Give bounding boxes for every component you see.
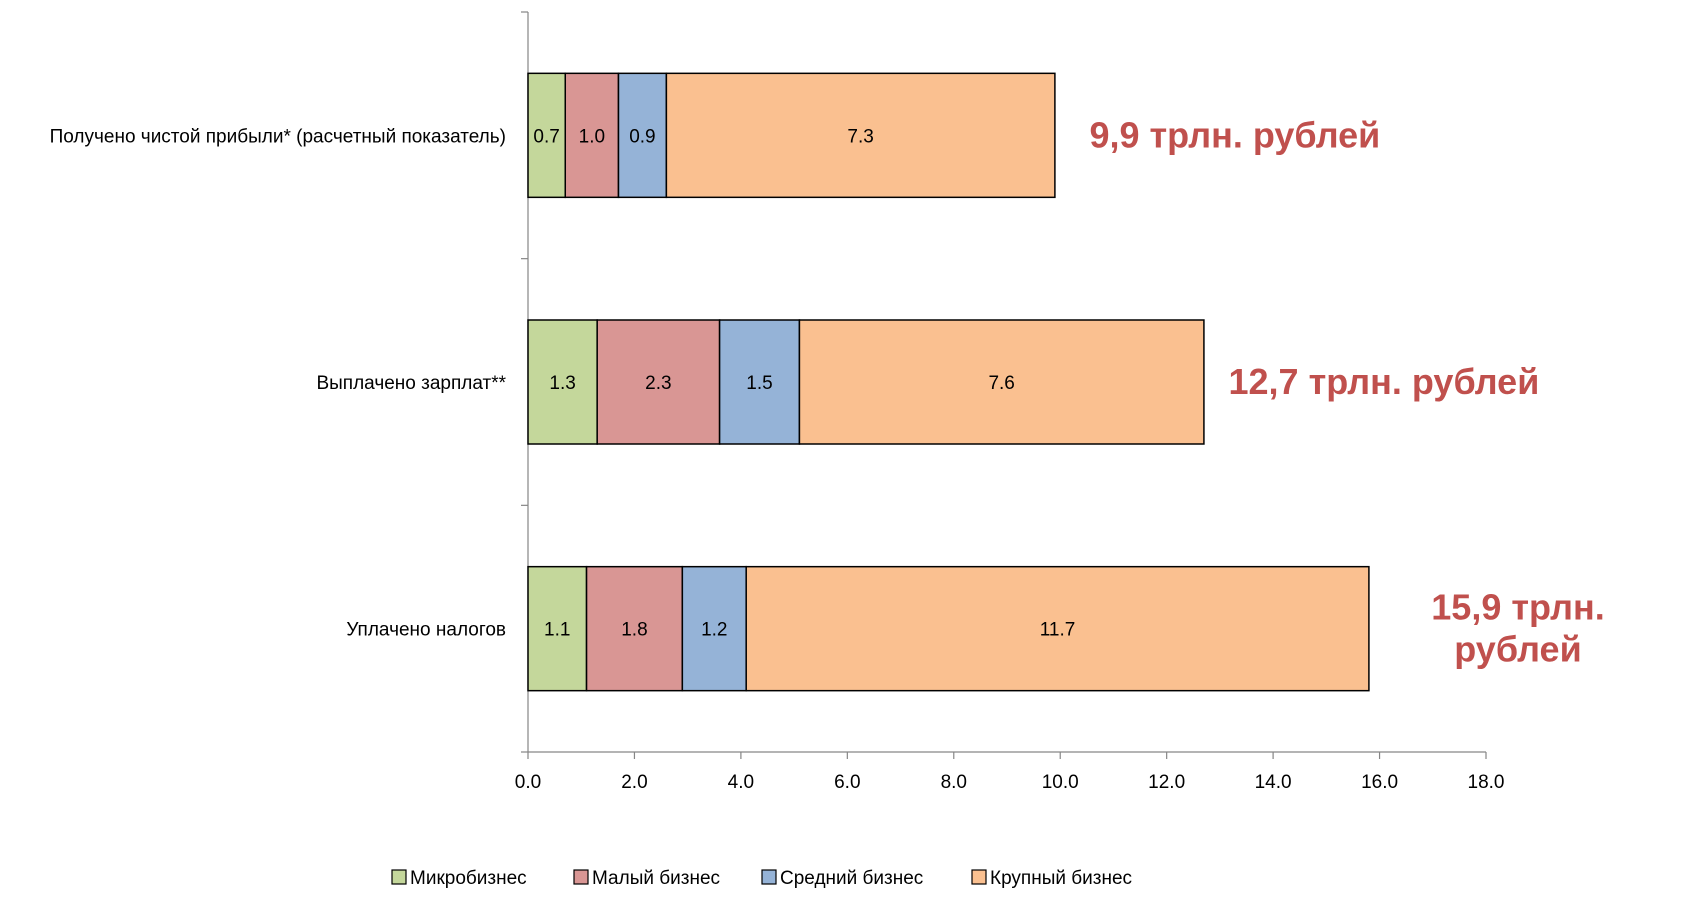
bar-segment xyxy=(681,565,747,692)
data-label: 7.6 xyxy=(988,373,1014,394)
x-tick-label: 2.0 xyxy=(621,772,647,793)
bar-segment xyxy=(745,565,1370,692)
total-label-line: 12,7 трлн. рублей xyxy=(1229,361,1540,402)
bar-segment xyxy=(564,72,620,199)
data-label: 11.7 xyxy=(1040,620,1076,641)
bar-segment xyxy=(527,565,588,692)
legend: Микробизнес Малый бизнес Средний бизнес Кру… xyxy=(391,868,1132,889)
legend-swatch xyxy=(761,869,777,885)
data-label: 2.3 xyxy=(645,373,671,394)
data-label: 0.9 xyxy=(629,126,655,147)
x-tick-label: 16.0 xyxy=(1361,772,1398,793)
bar-segment xyxy=(665,72,1056,199)
category-label: Уплачено налогов xyxy=(346,620,506,641)
total-label-line: 9,9 трлн. рублей xyxy=(1089,114,1380,155)
data-label: 1.8 xyxy=(621,620,647,641)
bars: 0.7 1.0 0.9 7.3 1.3 2.3 1.5 7.6 1.1 1.8 1.2 11.7 xyxy=(527,72,1370,692)
x-tick-labels: 0.0 2.0 4.0 6.0 8.0 10.0 12.0 14.0 16.0 18.0 xyxy=(515,772,1505,793)
bar-segment xyxy=(798,319,1205,445)
total-label: 15,9 трлн. рублей xyxy=(1431,587,1604,670)
bar-segment xyxy=(527,72,567,199)
legend-swatch xyxy=(391,869,407,885)
data-label: 1.2 xyxy=(701,620,727,641)
x-tick-label: 12.0 xyxy=(1148,772,1185,793)
category-label: Выплачено зарплат** xyxy=(316,373,506,394)
x-tick-label: 18.0 xyxy=(1468,772,1505,793)
category-labels: Получено чистой прибыли* (расчетный пока… xyxy=(50,126,507,640)
category-label: Получено чистой прибыли* (расчетный пока… xyxy=(50,126,506,147)
bar-segment xyxy=(527,319,598,445)
bar-segment xyxy=(718,319,801,445)
data-label: 0.7 xyxy=(533,126,559,147)
total-label-line: 15,9 трлн. xyxy=(1431,587,1604,628)
legend-swatch xyxy=(971,869,987,885)
total-labels: 9,9 трлн. рублей 12,7 трлн. рублей 15,9 тр… xyxy=(1089,114,1604,669)
x-tick-label: 4.0 xyxy=(728,772,754,793)
x-tick-label: 14.0 xyxy=(1255,772,1292,793)
x-tick-label: 10.0 xyxy=(1042,772,1079,793)
legend-label: Малый бизнес xyxy=(592,868,720,889)
data-label: 1.5 xyxy=(746,373,772,394)
x-tick-label: 8.0 xyxy=(941,772,967,793)
x-tick-label: 6.0 xyxy=(834,772,860,793)
total-label: 12,7 трлн. рублей xyxy=(1229,361,1540,402)
x-tick-label: 0.0 xyxy=(515,772,541,793)
data-label: 1.1 xyxy=(544,620,570,641)
total-label: 9,9 трлн. рублей xyxy=(1089,114,1380,155)
data-label: 1.0 xyxy=(579,126,605,147)
data-label: 1.3 xyxy=(549,373,575,394)
legend-label: Микробизнес xyxy=(410,868,527,889)
total-label-line: рублей xyxy=(1454,629,1581,670)
bar-segment xyxy=(585,565,684,692)
legend-swatch xyxy=(573,869,589,885)
legend-label: Средний бизнес xyxy=(780,868,923,889)
legend-label: Крупный бизнес xyxy=(990,868,1132,889)
bar-segment xyxy=(617,72,668,199)
data-label: 7.3 xyxy=(847,126,873,147)
